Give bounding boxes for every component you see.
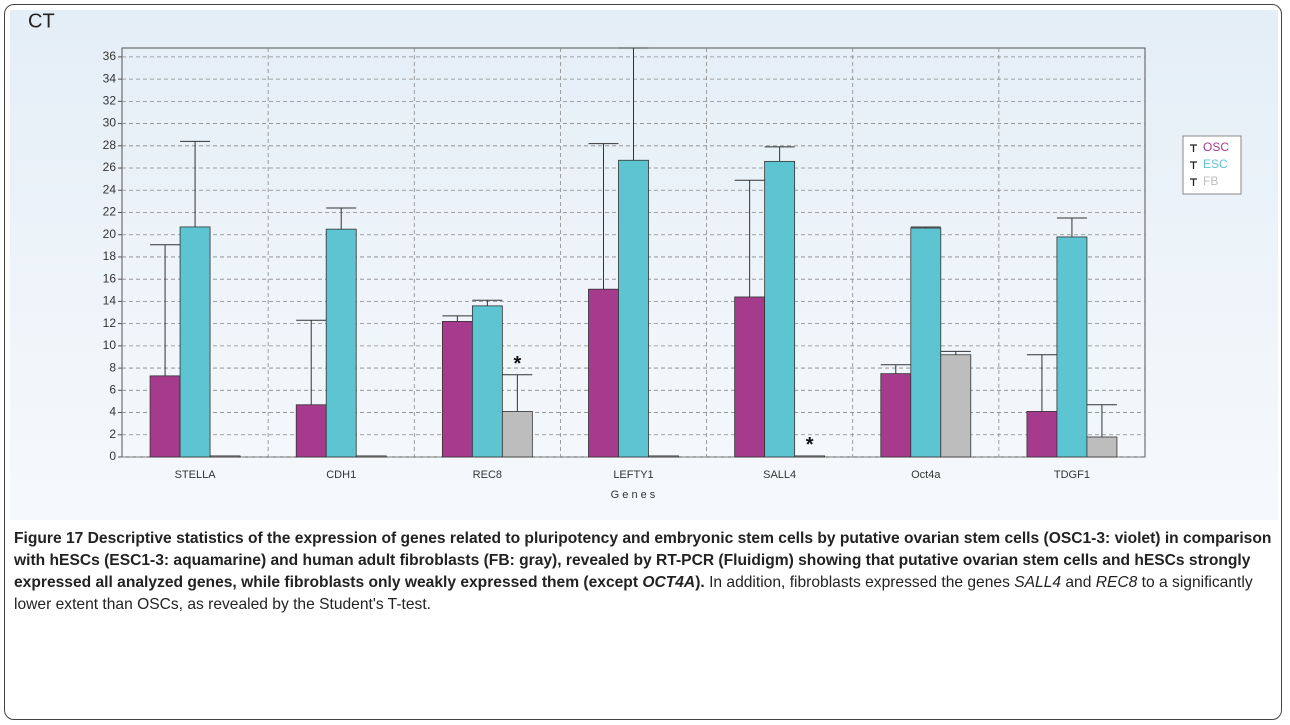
y-tick-label: 32 [103,94,117,108]
legend-label: ESC [1203,157,1228,171]
error-bar [472,299,503,306]
bar [501,411,533,458]
legend-label: OSC [1203,140,1229,154]
error-bar [180,140,211,227]
bar [648,455,679,458]
y-tick-label: 36 [103,49,117,63]
y-tick-label: 12 [103,316,117,330]
figure-frame [4,4,1282,720]
x-tick-label: CDH1 [326,469,356,481]
error-bar [150,244,181,376]
error-bar [296,319,327,405]
x-tick-label: SALL4 [763,469,796,481]
legend-label: FB [1203,174,1218,188]
bar [1026,411,1058,458]
caption-text: SALL4 [1014,574,1062,591]
caption-text: and [1061,574,1096,591]
bar [295,404,327,458]
bar [179,226,211,458]
bar [325,228,357,458]
caption-text: Figure 17 Descriptive statistics of the … [14,530,1272,591]
y-tick-label: 30 [103,116,117,130]
bar [209,455,241,458]
error-bar [1026,354,1057,412]
error-bar [910,226,941,229]
error-bar [880,364,911,374]
legend-symbol [1190,178,1197,186]
y-tick-label: 22 [103,205,117,219]
y-tick-label: 0 [109,449,116,463]
error-bar [734,179,765,297]
error-bar [442,315,473,322]
y-tick-label: 16 [103,271,117,285]
error-bar [326,207,357,230]
error-bar [588,143,619,290]
bar [618,159,649,458]
significance-marker: * [806,434,814,456]
caption-text: ). [695,574,705,591]
error-bar [502,374,533,412]
figure-caption: Figure 17 Descriptive statistics of the … [14,528,1276,616]
bar [940,354,972,458]
error-bar [618,47,649,161]
bar [764,160,796,458]
error-bar [1086,404,1117,437]
bar [355,455,387,458]
y-axis-label: CT [28,10,55,32]
y-tick-label: 8 [109,360,116,374]
x-tick-label: REC8 [473,469,502,481]
y-tick-label: 26 [103,160,117,174]
x-tick-label: TDGF1 [1054,469,1090,481]
error-bar [940,350,971,355]
error-bar [1056,217,1087,237]
y-tick-label: 14 [103,294,117,308]
bar [441,321,473,458]
caption-text: In addition, fibroblasts expressed the g… [704,574,1015,591]
caption-text: OCT4A [642,574,696,591]
bar [149,375,181,458]
y-tick-label: 34 [103,71,117,85]
y-tick-label: 24 [103,182,117,196]
y-tick-label: 20 [103,227,117,241]
bar [794,455,826,458]
x-tick-label: Oct4a [911,469,941,481]
legend-symbol [1190,161,1197,169]
y-tick-label: 28 [103,138,117,152]
y-tick-label: 10 [103,338,117,352]
bar [588,288,619,458]
y-tick-label: 18 [103,249,117,263]
legend: OSC ESC FB [1182,135,1242,195]
legend-frame [1182,135,1242,195]
bar [734,296,766,458]
bar [471,305,503,458]
caption-text: to a significantly lower extent than OSC… [14,574,1253,613]
error-bar [764,146,795,162]
bar [1056,236,1088,458]
bar [1086,436,1118,458]
y-tick-label: 4 [109,405,116,419]
caption-text: REC8 [1095,574,1138,591]
legend-symbol [1190,144,1197,152]
bar [880,373,912,458]
x-tick-label: STELLA [175,469,217,481]
y-tick-label: 6 [109,382,116,396]
bar [910,227,942,458]
y-tick-label: 2 [109,427,116,441]
significance-marker: * [513,353,521,375]
x-tick-label: LEFTY1 [613,469,653,481]
x-axis-label: G e n e s [611,489,656,501]
